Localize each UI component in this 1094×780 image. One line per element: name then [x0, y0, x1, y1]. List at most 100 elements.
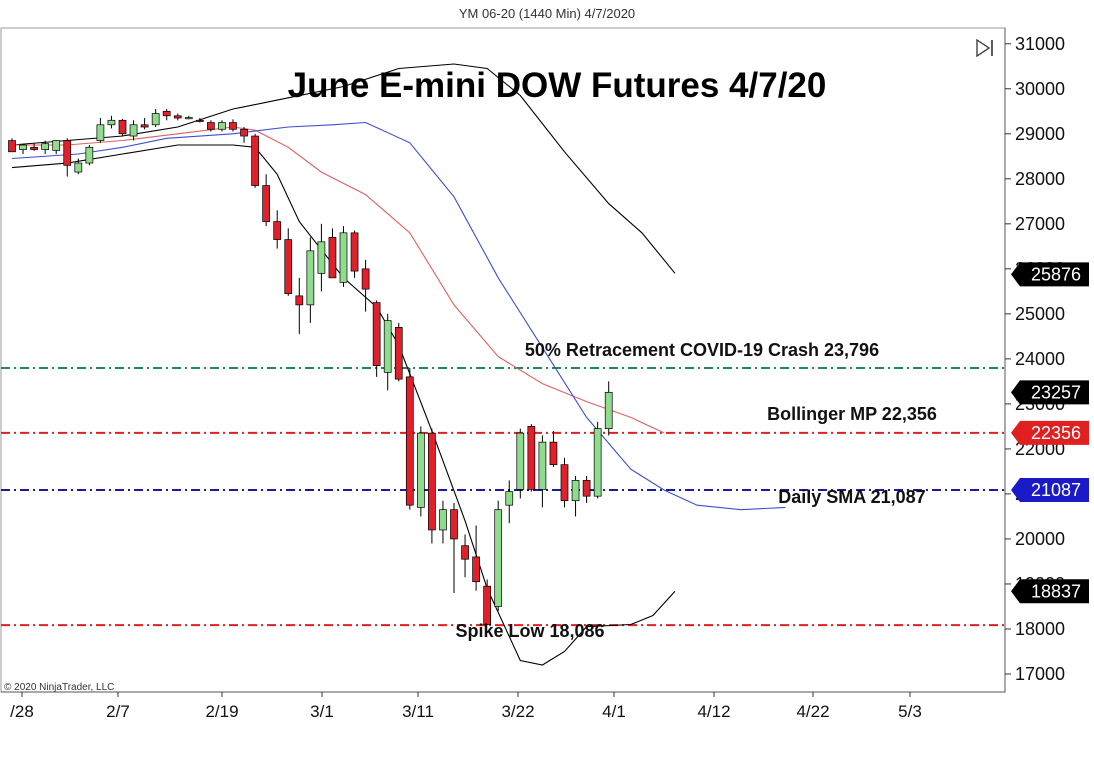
candle [273, 210, 282, 249]
candle [571, 475, 580, 517]
instrument-label: YM 06-20 (1440 Min) 4/7/2020 [459, 6, 635, 21]
candle-body [317, 241, 326, 274]
candle-body [516, 432, 525, 490]
candle [549, 430, 558, 467]
time-tick-label: 4/22 [796, 702, 829, 721]
candle [593, 421, 602, 499]
candle [262, 174, 270, 227]
candle-body [405, 376, 414, 506]
reference-line-labels: 50% Retracement COVID-19 Crash 23,796 Bol… [455, 340, 936, 641]
candle [339, 226, 348, 287]
candle-body [52, 140, 61, 151]
price-tick-label: 28000 [1015, 169, 1065, 189]
scroll-to-end-icon[interactable] [976, 38, 993, 58]
candle-body [350, 232, 359, 272]
time-tick-label: 3/11 [402, 702, 434, 721]
candle-body [229, 122, 237, 130]
candle-body [450, 509, 458, 540]
candle [184, 115, 193, 120]
candle-body [428, 432, 436, 531]
candle-body [140, 124, 149, 128]
candle-body [129, 124, 138, 137]
candle-body [505, 491, 514, 506]
price-badge-shape [1011, 478, 1089, 503]
price-badge: 18837 [1011, 579, 1089, 604]
candle [306, 237, 315, 323]
candle [350, 230, 359, 278]
candle [207, 120, 215, 132]
price-badge-label: 18837 [1031, 581, 1081, 601]
candle [428, 428, 436, 544]
candle-body [8, 140, 16, 153]
price-badge: 23257 [1011, 380, 1089, 405]
candle [240, 127, 248, 143]
candle-body [549, 441, 558, 466]
candle-body [582, 480, 591, 497]
candle-body [262, 185, 270, 222]
candle [372, 300, 381, 377]
price-badge-label: 21087 [1031, 480, 1081, 500]
price-badge-shape [1011, 420, 1089, 445]
candle-body [19, 144, 27, 150]
candle-body [207, 122, 215, 130]
candle [516, 428, 525, 499]
time-tick-label: 4/12 [697, 702, 730, 721]
time-axis-ticks: /28 2/7 2/19 3/1 3/11 3/22 4/1 4/12 4/22 5/3 [10, 692, 922, 721]
copyright-label: © 2020 NinjaTrader, LLC [4, 682, 114, 693]
price-tick-label: 17000 [1015, 664, 1065, 684]
candle-body [41, 143, 50, 150]
candle [494, 500, 503, 611]
candle [151, 109, 160, 128]
candle [361, 259, 370, 312]
reference-line-label: Bollinger MP 22,356 [767, 404, 937, 424]
candle [295, 277, 304, 335]
reference-lines [1, 367, 1005, 627]
candle [472, 525, 480, 591]
candle [405, 367, 414, 510]
candle [52, 140, 61, 155]
time-tick-label: 3/22 [501, 702, 534, 721]
candle-body [96, 124, 105, 141]
candle [30, 143, 38, 151]
candle-body [273, 221, 282, 240]
candle [560, 457, 569, 508]
candle-body [251, 135, 259, 186]
candle [582, 475, 591, 503]
candle-body [107, 119, 116, 126]
price-tick-label: 31000 [1015, 34, 1065, 54]
candle [218, 120, 226, 132]
candle-body [593, 428, 602, 497]
candle [85, 145, 94, 166]
candle [394, 322, 403, 382]
candle-body [63, 140, 72, 166]
candle [317, 223, 326, 292]
candle-body [439, 509, 447, 531]
candle-body [483, 585, 491, 625]
price-badge-shape [1011, 380, 1089, 405]
price-badge: 25876 [1011, 262, 1089, 287]
candle-body [196, 119, 204, 122]
candle [63, 138, 72, 177]
price-badge-label: 23257 [1031, 382, 1081, 402]
indicator-lines [11, 63, 786, 666]
candle [417, 426, 425, 517]
candle-body [461, 545, 469, 560]
price-tick-label: 27000 [1015, 214, 1065, 234]
candle [96, 118, 105, 143]
candle [439, 500, 447, 544]
candle [505, 480, 514, 524]
price-badge: 21087 [1011, 478, 1089, 503]
candle [450, 502, 458, 593]
candle-body [218, 122, 226, 130]
time-tick-label: 4/1 [602, 702, 626, 721]
reference-line-label: Daily SMA 21,087 [778, 487, 925, 507]
candle-body [538, 441, 547, 490]
candle-body [604, 391, 613, 430]
candle [19, 143, 27, 155]
candle [604, 381, 613, 436]
time-tick-label: 3/1 [310, 702, 334, 721]
candle-body [162, 110, 171, 117]
candle [538, 435, 547, 508]
candle-body [85, 146, 94, 164]
candle [229, 119, 237, 132]
